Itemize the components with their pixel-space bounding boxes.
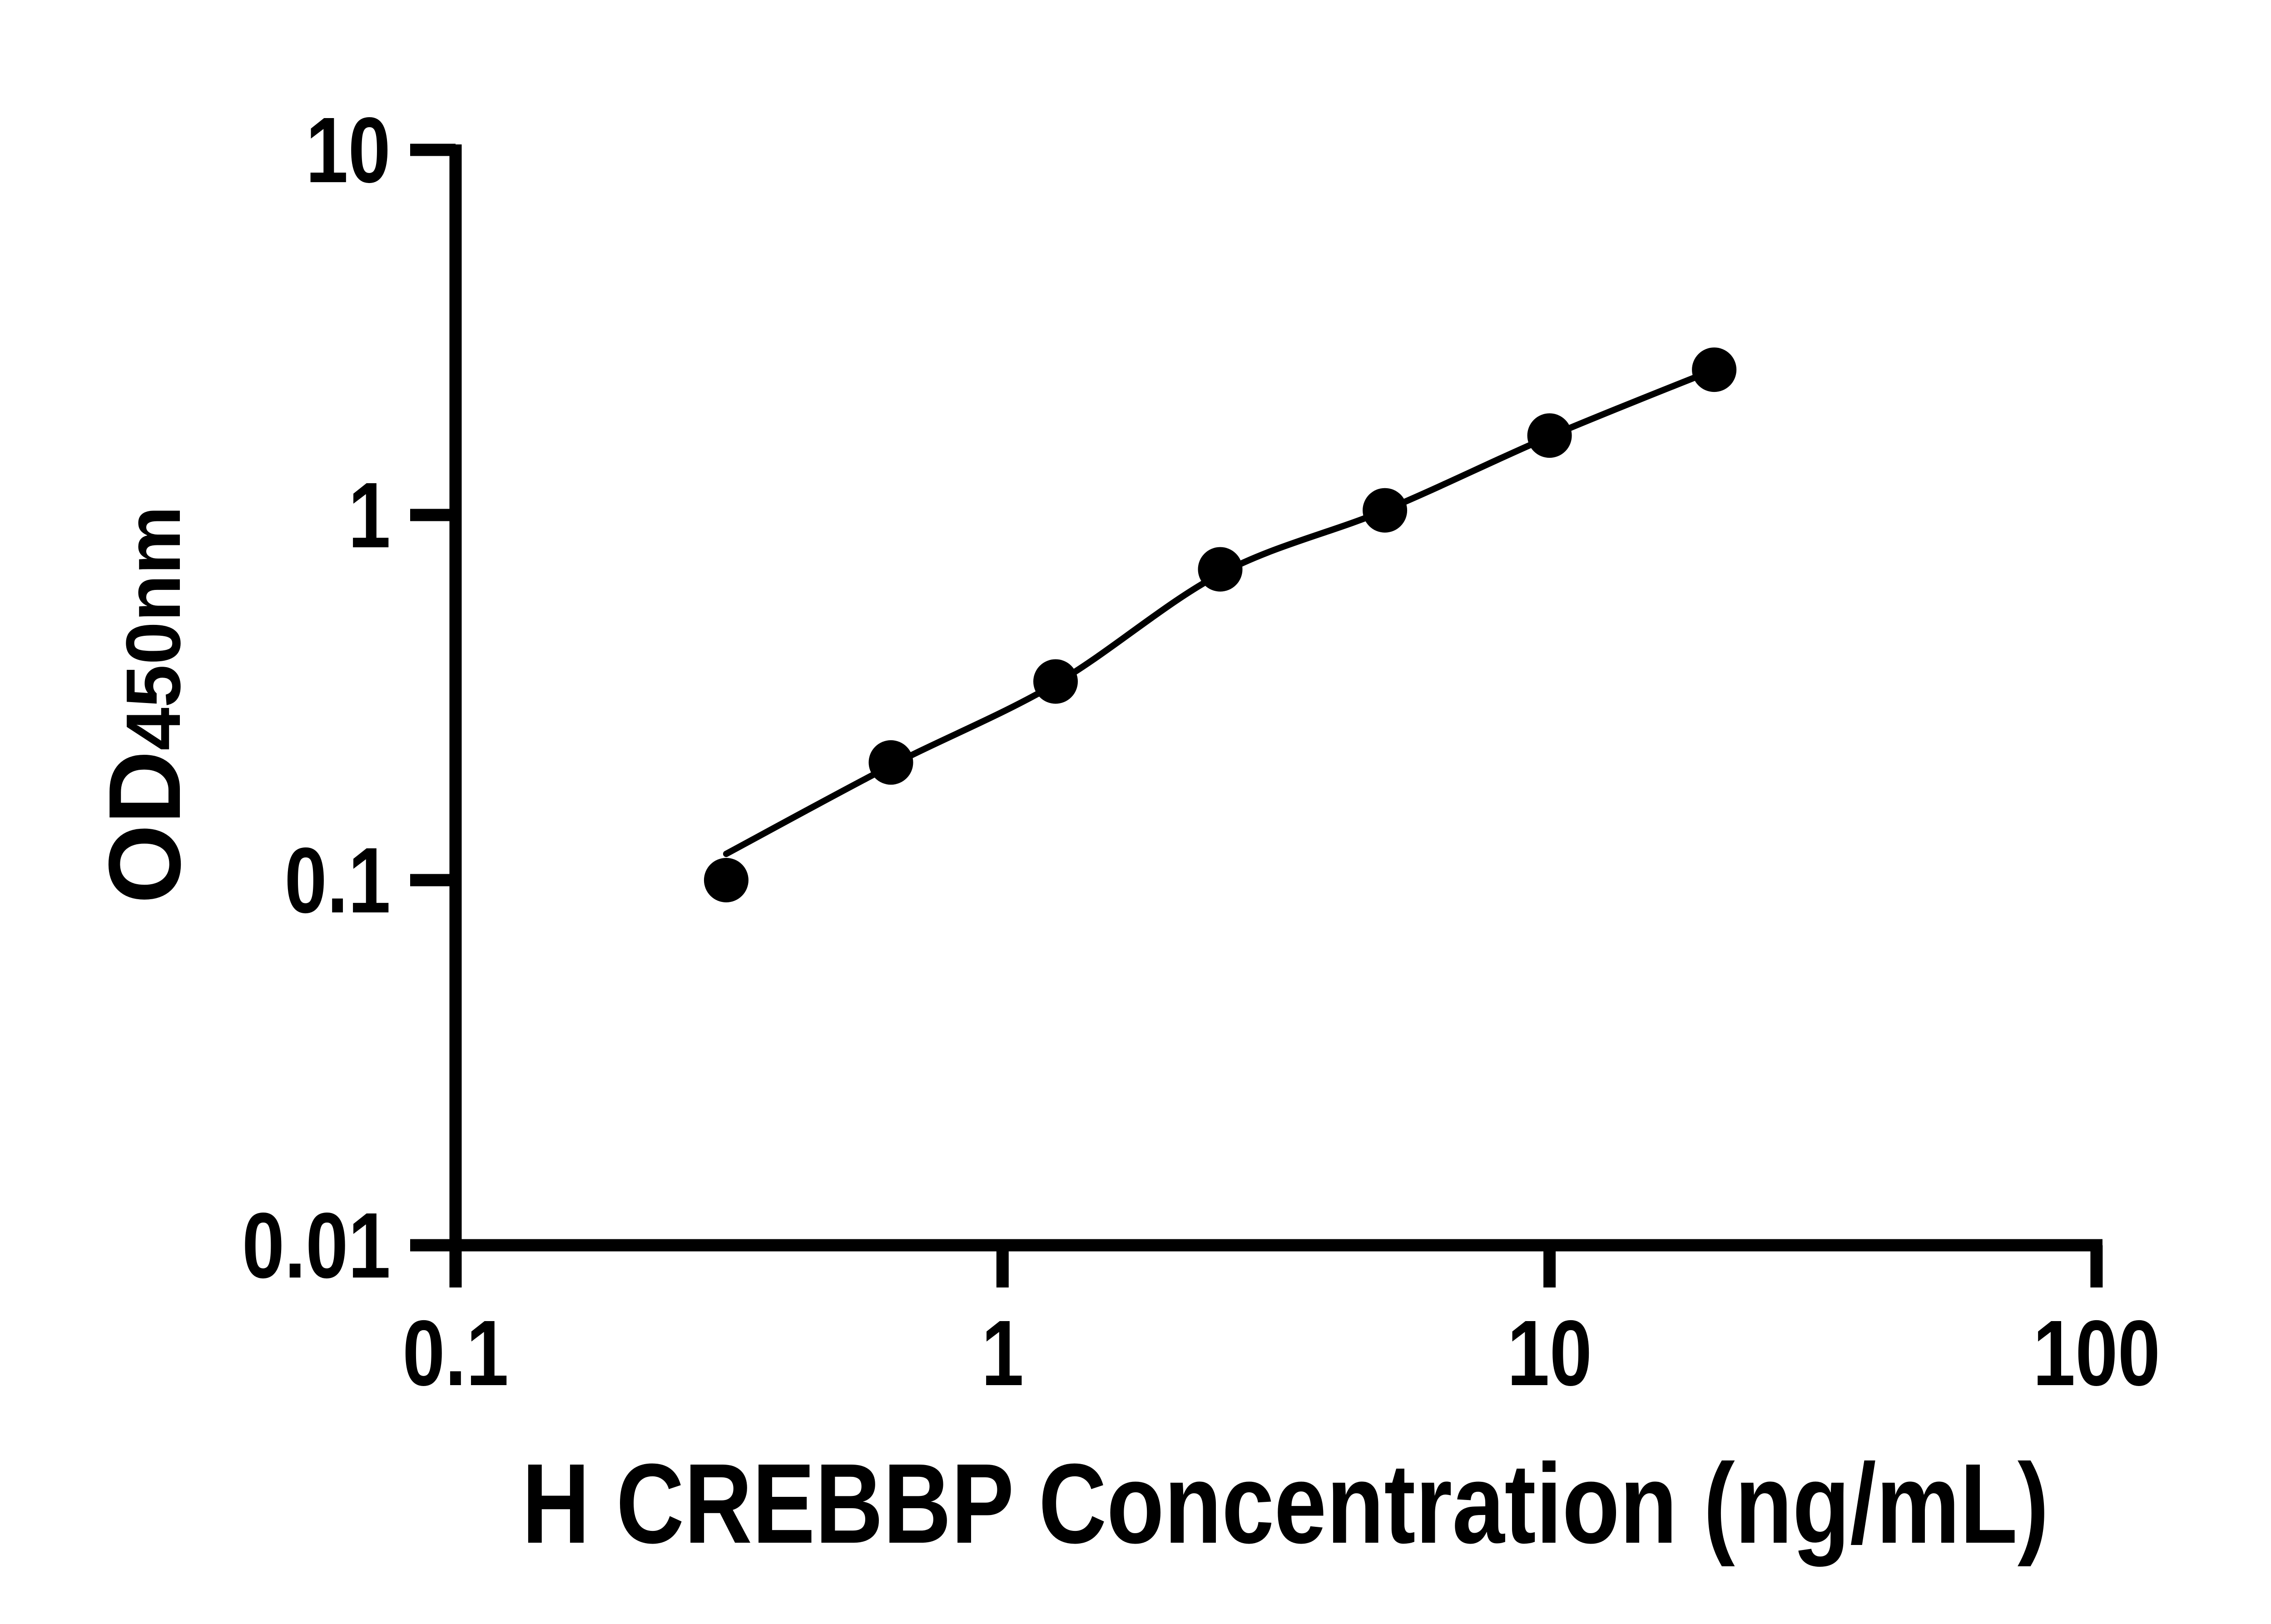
y-axis-title-text: OD450nm (87, 506, 202, 904)
x-tick-label: 10 (1507, 1301, 1592, 1405)
x-axis-tick-labels: 0.1 1 10 100 (402, 1301, 2160, 1405)
x-axis-title: H CREBBP Concentration (ng/mL) (522, 1440, 2049, 1567)
data-point (1198, 547, 1243, 592)
data-point (1363, 488, 1408, 533)
x-axis-title-text: H CREBBP Concentration (ng/mL) (522, 1440, 2049, 1567)
y-tick-label: 1 (348, 463, 391, 567)
y-tick-label: 0.01 (242, 1193, 391, 1297)
y-tick-label: 10 (306, 98, 391, 202)
data-point (1527, 413, 1572, 458)
y-axis-title: OD450nm (87, 506, 202, 904)
x-tick-label: 100 (2033, 1301, 2160, 1405)
y-axis-ticks (410, 144, 456, 1252)
data-points (704, 347, 1737, 902)
axes-frame (449, 144, 2102, 1252)
data-point (1033, 659, 1078, 704)
data-point (704, 858, 749, 902)
x-tick-label: 0.1 (402, 1301, 509, 1405)
y-tick-label: 0.1 (284, 828, 391, 932)
y-axis-tick-labels: 10 1 0.1 0.01 (242, 98, 391, 1297)
y-axis-title-main: OD (87, 751, 202, 904)
x-axis-ticks (449, 1245, 2103, 1287)
y-axis-title-subscript: 450nm (110, 506, 197, 751)
x-tick-label: 1 (982, 1301, 1024, 1405)
data-point (1692, 347, 1737, 392)
data-point (868, 740, 913, 785)
